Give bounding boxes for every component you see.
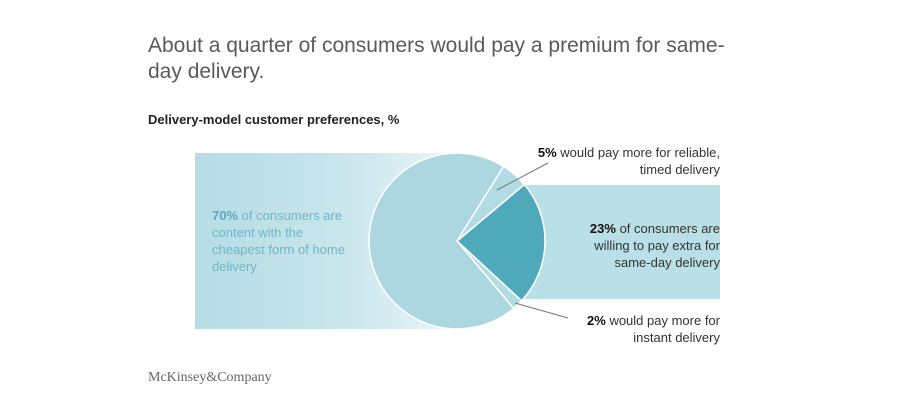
leader-line-2 — [514, 302, 569, 319]
leader-line-5 — [496, 162, 549, 191]
label-70: 70% of consumers are content with the ch… — [212, 208, 345, 274]
label-23: 23% of consumers are willing to pay extr… — [589, 221, 720, 270]
pie-slice-5pct — [456, 165, 526, 242]
label-5: 5% would pay more for reliable, timed de… — [537, 145, 720, 177]
pie-slice-23pct — [455, 183, 546, 302]
mckinsey-logo: McKinsey&Company — [148, 370, 272, 385]
chart-subtitle: Delivery-model customer preferences, % — [148, 112, 400, 127]
label-2: 2% would pay more for instant delivery — [587, 313, 720, 345]
pie-slice-70pct — [368, 152, 515, 330]
chart-title: About a quarter of consumers would pay a… — [148, 34, 725, 83]
